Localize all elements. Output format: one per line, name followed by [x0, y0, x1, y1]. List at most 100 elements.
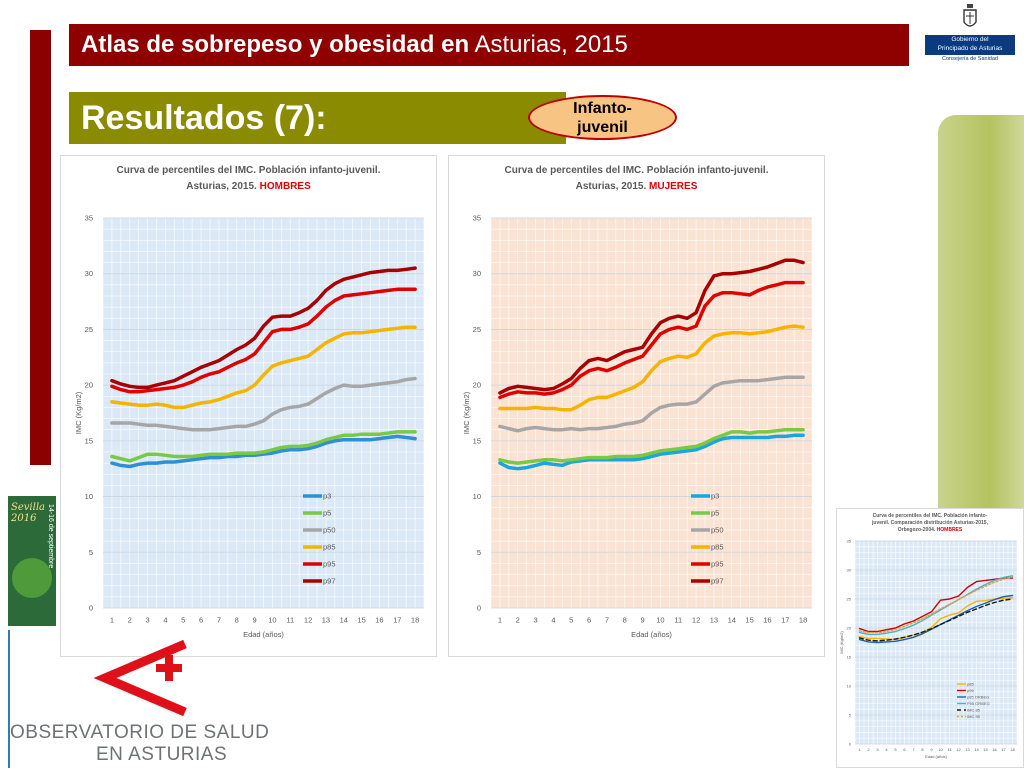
gov-logo-line1: Gobierno del [951, 36, 989, 43]
observatorio-text-line2: EN ASTURIAS [96, 744, 228, 765]
y-tick-label: 0 [477, 604, 481, 613]
x-tick-label: 4 [551, 616, 555, 625]
observatorio-divider [8, 630, 10, 768]
legend-label: p50 [711, 526, 724, 535]
series-line-p3 [498, 433, 805, 471]
legend-label: IMC 95 [967, 714, 981, 719]
y-tick-label: 35 [473, 214, 481, 223]
legend-label: p85 [967, 681, 974, 686]
x-tick-label: 14 [728, 616, 736, 625]
header-title-light: Asturias, 2015 [474, 31, 628, 58]
legend-label: p97 [323, 577, 336, 586]
header-title-bold: Atlas de sobrepeso y obesidad en [81, 31, 470, 58]
series-line-p97 [110, 266, 417, 390]
x-tick-label: 11 [947, 747, 952, 752]
series-line-p50 [498, 375, 805, 433]
gobierno-asturias-logo: Gobierno del Principado de Asturias Cons… [925, 4, 1015, 62]
y-tick-label: 15 [473, 436, 481, 445]
x-tick-label: 17 [1001, 747, 1006, 752]
legend-label: p50 [323, 526, 336, 535]
x-tick-label: 14 [974, 747, 979, 752]
header-banner: Atlas de sobrepeso y obesidad en Asturia… [69, 24, 909, 66]
x-tick-label: 8 [623, 616, 627, 625]
x-tick-label: 4 [163, 616, 167, 625]
y-tick-label: 20 [85, 381, 93, 390]
y-tick-label: 30 [85, 269, 93, 278]
x-tick-label: 17 [781, 616, 789, 625]
legend-label: p95 [323, 560, 336, 569]
y-tick-label: 5 [477, 548, 481, 557]
y-tick-label: 0 [849, 741, 852, 746]
x-tick-label: 2 [867, 747, 870, 752]
legend-label: p5 [323, 509, 331, 518]
gov-logo-line3: Consejería de Sanidad [942, 56, 998, 62]
x-tick-label: 12 [692, 616, 700, 625]
x-tick-label: 9 [930, 747, 933, 752]
x-tick-label: 13 [322, 616, 330, 625]
chart-panel-comparacion: Curva de percentiles del IMC. Población … [836, 508, 1024, 768]
x-tick-label: 15 [357, 616, 365, 625]
right-decorative-bar [938, 115, 1024, 510]
tree-icon [12, 558, 52, 598]
tag-line1: Infanto- [573, 99, 632, 117]
y-tick-label: 20 [473, 381, 481, 390]
series-line-p95-orbeg [858, 575, 1014, 636]
x-tick-label: 7 [912, 747, 915, 752]
y-tick-label: 10 [473, 492, 481, 501]
legend-label: IMC 85 [967, 707, 981, 712]
legend-label: p97 [711, 577, 724, 586]
legend-label: p95 [967, 688, 974, 693]
y-axis-label: IMC (Kg/m2) [462, 391, 471, 434]
series-line-p50 [110, 376, 417, 432]
y-tick-label: 25 [847, 596, 852, 601]
x-tick-label: 16 [992, 747, 997, 752]
chart-title-highlight: MUJERES [646, 181, 697, 192]
section-title: Resultados (7): [69, 92, 566, 144]
x-axis-label: Edad (años) [925, 754, 947, 759]
crown-crest-icon [963, 4, 977, 27]
y-tick-label: 5 [849, 712, 852, 717]
y-tick-label: 15 [85, 436, 93, 445]
series-line-p95 [498, 280, 805, 400]
x-tick-label: 1 [858, 747, 861, 752]
chart-title-line: Curva de percentiles del IMC. Población … [873, 513, 988, 519]
legend-label: p85 ORBEG [967, 694, 989, 699]
x-tick-label: 3 [145, 616, 149, 625]
y-tick-label: 15 [847, 654, 852, 659]
legend-label: p85 [323, 543, 336, 552]
x-tick-label: 3 [533, 616, 537, 625]
x-tick-label: 12 [956, 747, 961, 752]
series-line-p97 [498, 258, 805, 395]
x-tick-label: 15 [983, 747, 988, 752]
x-tick-label: 10 [268, 616, 276, 625]
legend-label: p3 [323, 492, 331, 501]
x-tick-label: 8 [921, 747, 924, 752]
legend-label: p95 [711, 560, 724, 569]
poster-text1: Sevilla 2016 [11, 502, 45, 524]
x-tick-label: 17 [393, 616, 401, 625]
x-tick-label: 3 [876, 747, 879, 752]
observatorio-logo-icon [93, 639, 187, 716]
chart-title-line: Curva de percentiles del IMC. Población … [117, 165, 381, 176]
y-tick-label: 25 [473, 325, 481, 334]
y-tick-label: 30 [847, 567, 852, 572]
series-line-p95 [858, 577, 1014, 633]
x-tick-label: 1 [110, 616, 114, 625]
series-line-p85 [498, 324, 805, 412]
chart-title-line: Asturias, 2015. HOMBRES [186, 181, 311, 192]
gov-logo-band: Gobierno del Principado de Asturias [925, 35, 1015, 55]
x-tick-label: 11 [674, 616, 682, 625]
x-tick-label: 9 [640, 616, 644, 625]
chart-title-line: Curva de percentiles del IMC. Población … [505, 165, 769, 176]
gov-logo-line2: Principado de Asturias [937, 45, 1003, 52]
chart-hombres: Curva de percentiles del IMC. Población … [74, 165, 425, 639]
x-tick-label: 7 [605, 616, 609, 625]
x-tick-label: 13 [965, 747, 970, 752]
y-tick-label: 35 [847, 538, 852, 543]
x-tick-label: 18 [799, 616, 807, 625]
x-axis-label: Edad (años) [243, 630, 284, 639]
x-tick-label: 1 [498, 616, 502, 625]
y-tick-label: 20 [847, 625, 852, 630]
x-tick-label: 6 [903, 747, 906, 752]
legend-label: P95 ORBEG [967, 701, 990, 706]
